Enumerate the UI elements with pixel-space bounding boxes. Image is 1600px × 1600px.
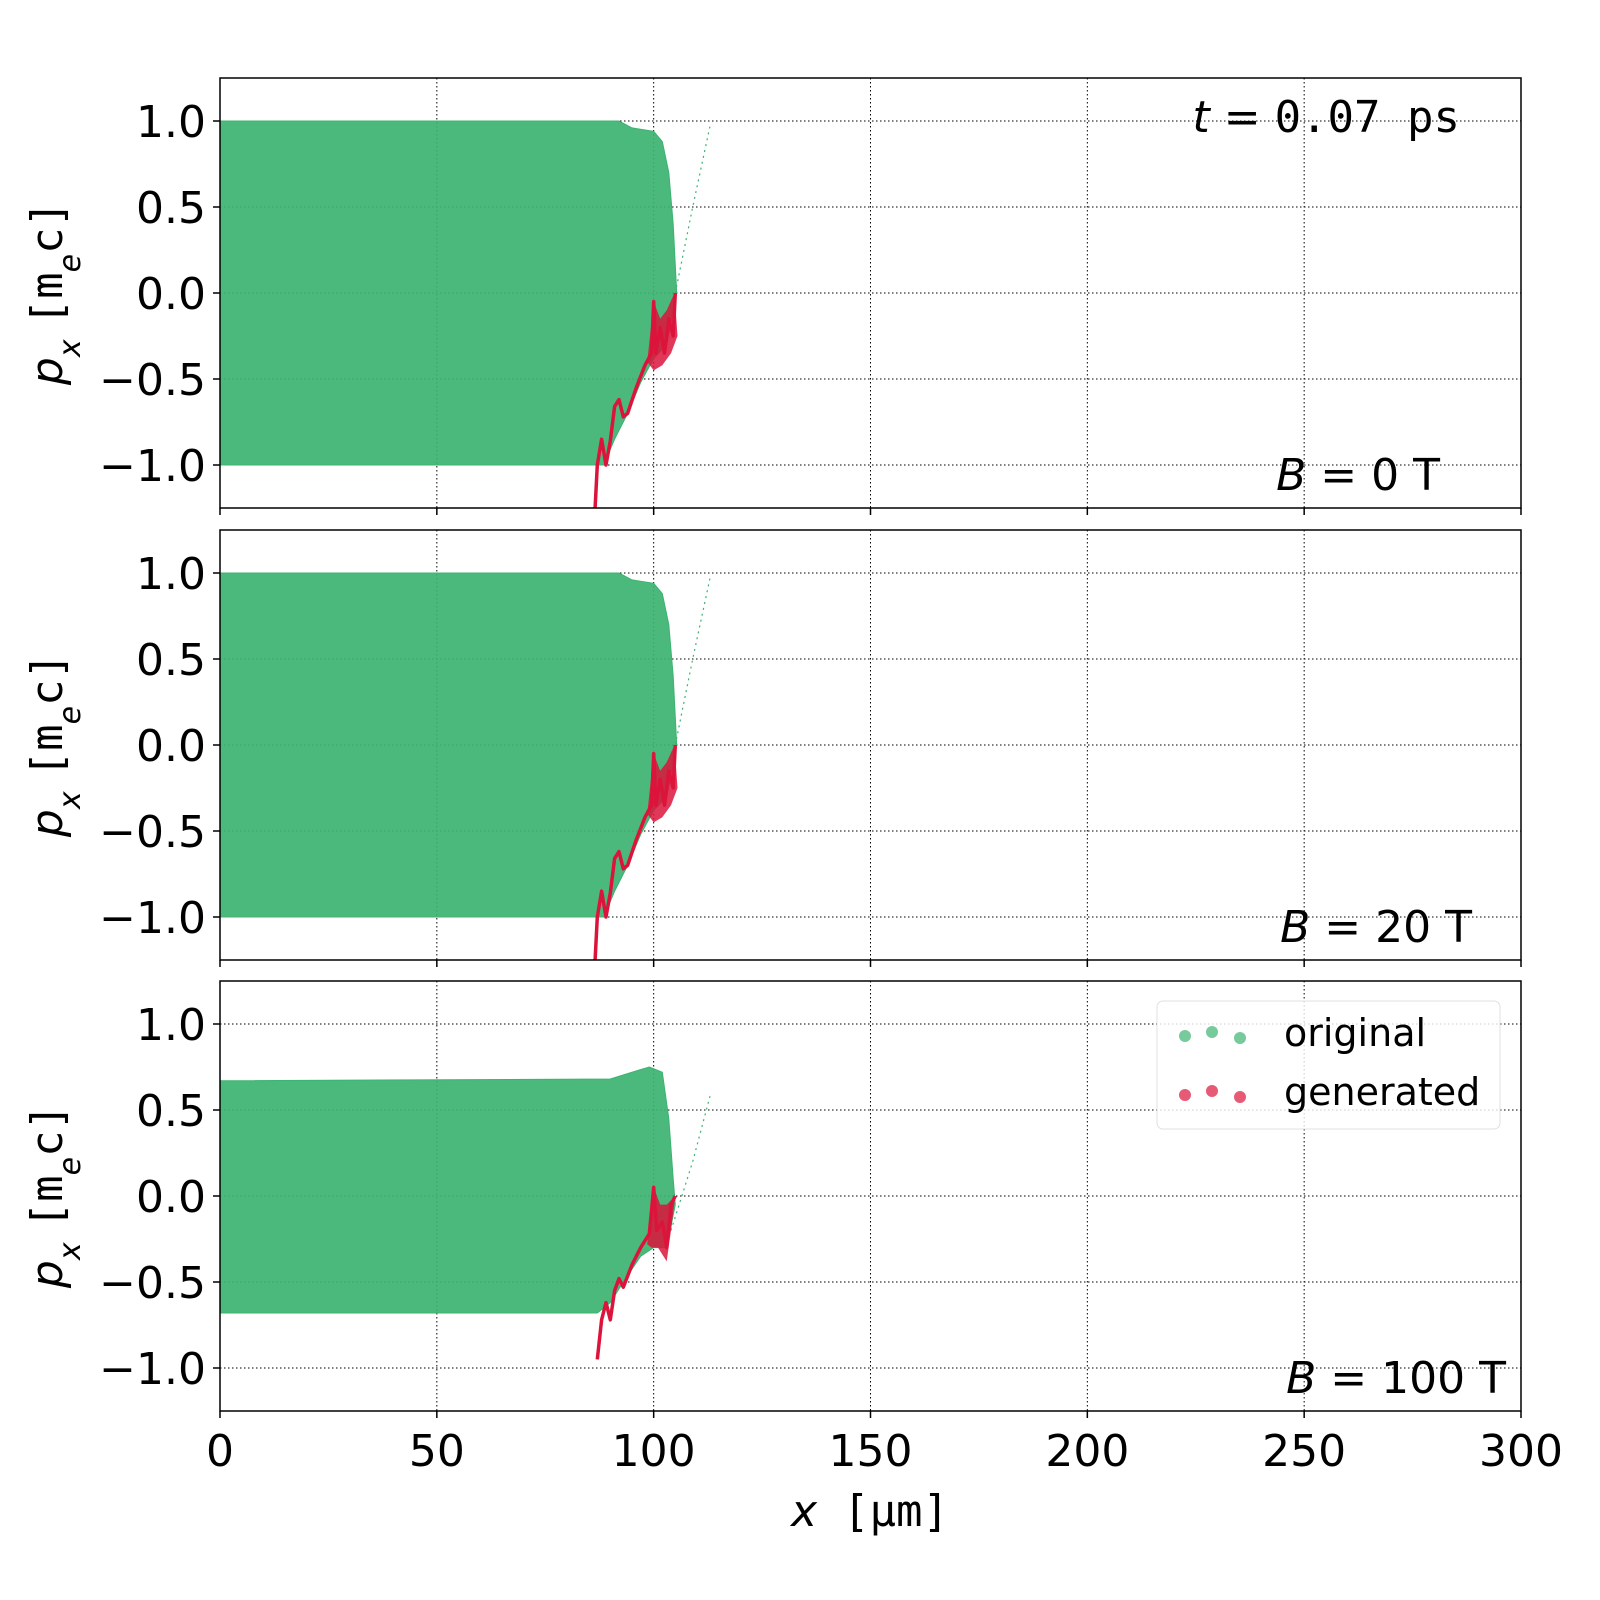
x-tick-label: 250 (1262, 1426, 1346, 1477)
svg-text:t = 0.07 ps: t = 0.07 ps (1192, 92, 1460, 143)
legend: original generated (1156, 1000, 1501, 1130)
y-axis-label: px[mec] (22, 1104, 88, 1289)
y-tick-label: 0.0 (136, 1172, 206, 1223)
x-tick-label: 300 (1479, 1426, 1563, 1477)
field-annotation: B = 100 T (1286, 1353, 1506, 1404)
x-axis-label: x [μm] (789, 1486, 949, 1537)
panel-frame (219, 77, 1522, 509)
panel-2: 1.0 0.5 0.0 −0.5 −1.0 B = 20 T px[mec] (22, 529, 1522, 967)
y-tick-label: 0.0 (136, 721, 206, 772)
y-tick-label: −0.5 (99, 355, 206, 406)
field-annotation: B = 0 T (1276, 450, 1440, 501)
y-tick-label: 1.0 (136, 1000, 206, 1051)
x-tick-label: 200 (1045, 1426, 1129, 1477)
y-tick-label: 0.5 (136, 183, 206, 234)
original-particles (220, 572, 678, 918)
y-tick-label: −0.5 (99, 1258, 206, 1309)
x-tick-label: 150 (829, 1426, 913, 1477)
y-tick-label: 0.5 (136, 635, 206, 686)
original-stray-particles (670, 1096, 711, 1231)
y-tick-label: −1.0 (99, 893, 206, 944)
y-tick-label: −0.5 (99, 807, 206, 858)
y-axis-label: px[mec] (22, 653, 88, 838)
time-annotation: t = 0.07 ps (1192, 92, 1460, 143)
original-stray-particles (674, 126, 711, 294)
y-axis-label: px[mec] (22, 201, 88, 386)
y-tick-label: 0.5 (136, 1086, 206, 1137)
panel-frame (219, 980, 1522, 1412)
x-tick-label: 50 (409, 1426, 465, 1477)
panel-1: 1.0 0.5 0.0 −0.5 −1.0 B = 0 T px[mec] (22, 77, 1522, 515)
legend-marker-generated (1179, 1085, 1246, 1103)
y-tick-label: −1.0 (99, 1344, 206, 1395)
panel-3: 0 50 100 150 200 250 300 1.0 0.5 0.0 −0.5 −1.0 B = 1… (22, 980, 1563, 1477)
y-tick-label: 1.0 (136, 549, 206, 600)
generated-particles (595, 1185, 677, 1360)
y-tick-label: 0.0 (136, 269, 206, 320)
y-tick-label: −1.0 (99, 441, 206, 492)
legend-label-original: original (1284, 1011, 1426, 1055)
legend-label-generated: generated (1284, 1070, 1480, 1114)
x-tick-label: 100 (612, 1426, 696, 1477)
y-tick-label: 1.0 (136, 97, 206, 148)
generated-particles (593, 292, 678, 508)
x-tick-label: 0 (206, 1426, 234, 1477)
generated-particles (593, 744, 678, 960)
panel-frame (219, 529, 1522, 961)
original-particles (220, 120, 678, 466)
field-annotation: B = 20 T (1280, 902, 1472, 953)
original-stray-particles (674, 578, 711, 746)
original-particles (220, 1066, 676, 1314)
legend-marker-original (1179, 1026, 1246, 1044)
